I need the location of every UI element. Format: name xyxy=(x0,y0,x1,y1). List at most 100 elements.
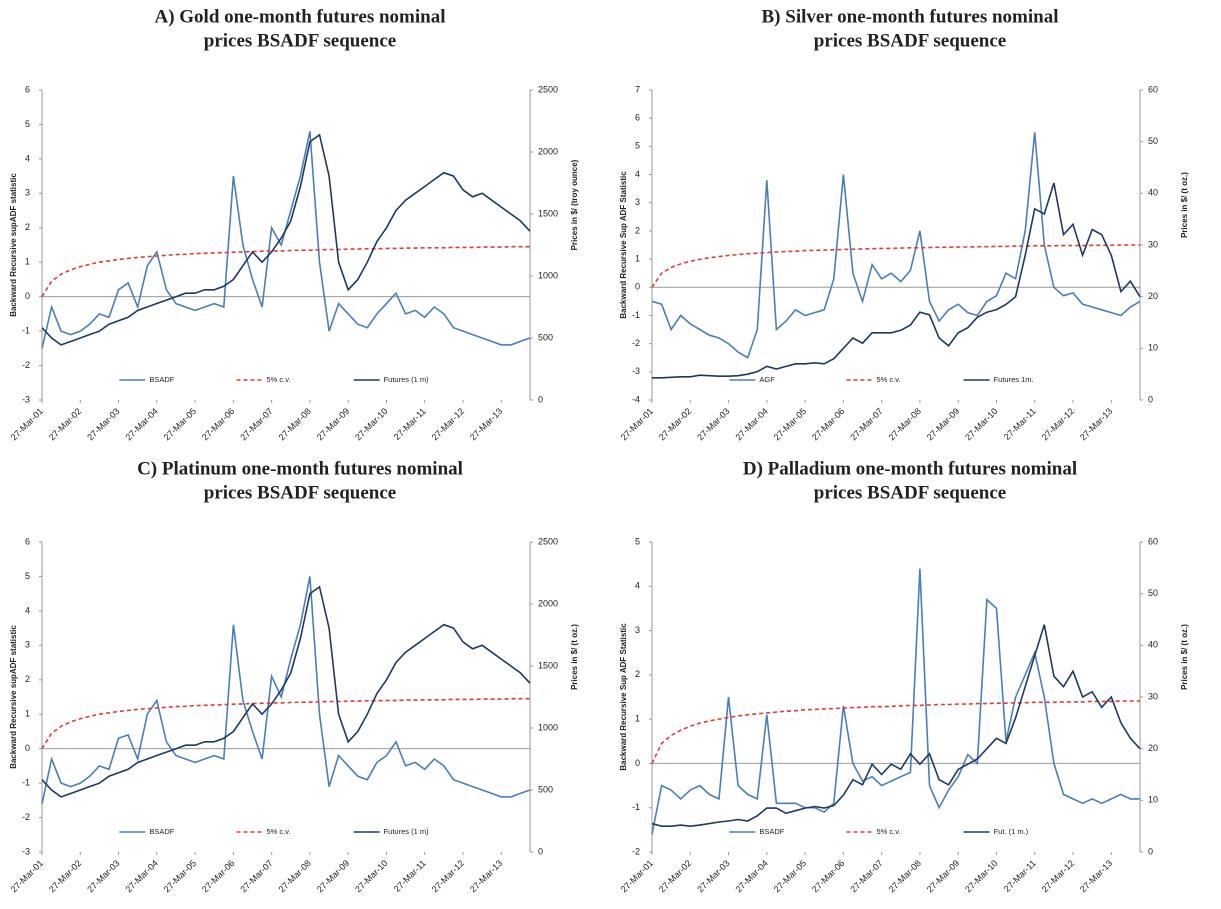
y2-tick-label: 2000 xyxy=(538,598,558,608)
y2-tick-label: 2500 xyxy=(538,84,558,94)
x-tick-label: 27-Mar-13 xyxy=(1078,858,1114,894)
x-tick-label: 27-Mar-03 xyxy=(695,858,731,894)
chart-title: prices BSADF sequence xyxy=(204,482,396,503)
series-line xyxy=(41,131,531,349)
y2-tick-label: 60 xyxy=(1148,536,1158,546)
y2-tick-label: 2500 xyxy=(538,536,558,546)
x-tick-label: 27-Mar-02 xyxy=(657,406,693,442)
y-tick-label: 6 xyxy=(25,536,30,546)
x-tick-label: 27-Mar-04 xyxy=(733,858,769,894)
x-tick-label: 27-Mar-11 xyxy=(392,858,428,894)
series-line xyxy=(41,245,530,298)
y-tick-label: 4 xyxy=(635,581,640,591)
legend-label: 5% c.v. xyxy=(876,827,900,836)
y-tick-label: -1 xyxy=(22,325,30,335)
legend-label: 5% c.v. xyxy=(876,375,900,384)
y2-tick-label: 0 xyxy=(1148,394,1153,404)
y2-tick-label: 40 xyxy=(1148,188,1158,198)
y-tick-label: 5 xyxy=(25,571,30,581)
y2-tick-label: 2000 xyxy=(538,146,558,156)
x-tick-label: 27-Mar-04 xyxy=(123,858,159,894)
x-tick-label: 27-Mar-07 xyxy=(848,858,884,894)
legend-label: 5% c.v. xyxy=(266,375,290,384)
x-tick-label: 27-Mar-13 xyxy=(1078,406,1114,442)
x-tick-label: 27-Mar-11 xyxy=(1002,858,1038,894)
y-axis-label: Backward Recursive Sup ADF Statistic xyxy=(619,171,628,319)
y-tick-label: 7 xyxy=(635,84,640,94)
y-tick-label: -3 xyxy=(632,366,640,376)
y-tick-label: -2 xyxy=(22,812,30,822)
x-tick-label: 27-Mar-08 xyxy=(887,406,923,442)
y-tick-label: 1 xyxy=(635,714,640,724)
y-tick-label: 5 xyxy=(635,141,640,151)
x-tick-label: 27-Mar-06 xyxy=(810,406,846,442)
y-tick-label: 4 xyxy=(25,605,30,615)
y-tick-label: 2 xyxy=(25,674,30,684)
y-tick-label: 2 xyxy=(25,222,30,232)
series-line xyxy=(41,576,531,804)
x-tick-label: 27-Mar-08 xyxy=(277,858,313,894)
x-tick-label: 27-Mar-04 xyxy=(733,406,769,442)
x-tick-label: 27-Mar-08 xyxy=(887,858,923,894)
x-tick-label: 27-Mar-06 xyxy=(810,858,846,894)
y-tick-label: 3 xyxy=(635,197,640,207)
y2-tick-label: 1500 xyxy=(538,208,558,218)
y-tick-label: 1 xyxy=(25,257,30,267)
y2-tick-label: 0 xyxy=(538,394,543,404)
x-tick-label: 27-Mar-11 xyxy=(392,406,428,442)
x-tick-label: 27-Mar-10 xyxy=(963,406,999,442)
y-tick-label: 5 xyxy=(25,119,30,129)
y-tick-label: 6 xyxy=(635,113,640,123)
x-tick-label: 27-Mar-03 xyxy=(695,406,731,442)
x-tick-label: 27-Mar-06 xyxy=(200,858,236,894)
x-tick-label: 27-Mar-05 xyxy=(772,406,808,442)
chart-title: prices BSADF sequence xyxy=(814,482,1006,503)
y2-axis-label: Prices in $/ (t oz.) xyxy=(1180,172,1189,238)
y2-tick-label: 40 xyxy=(1148,640,1158,650)
x-tick-label: 27-Mar-05 xyxy=(772,858,808,894)
y2-axis-label: Prices in $/ (troy ounce) xyxy=(570,159,579,250)
x-tick-label: 27-Mar-07 xyxy=(848,406,884,442)
y2-tick-label: 1000 xyxy=(538,270,558,280)
y2-tick-label: 30 xyxy=(1148,691,1158,701)
series-line xyxy=(652,182,1141,379)
legend-label: Fut. (1 m.) xyxy=(994,827,1029,836)
y2-tick-label: 1000 xyxy=(538,722,558,732)
series-line xyxy=(41,133,531,346)
chart-title: A) Gold one-month futures nominal xyxy=(154,6,445,27)
x-tick-label: 27-Mar-03 xyxy=(85,406,121,442)
series-line xyxy=(651,132,1141,359)
y-axis-label: Backward Recursive Sup ADF Statistic xyxy=(619,623,628,771)
y-tick-label: 6 xyxy=(25,84,30,94)
y2-tick-label: 20 xyxy=(1148,291,1158,301)
y-tick-label: 0 xyxy=(635,758,640,768)
y2-tick-label: 500 xyxy=(538,784,553,794)
series-line xyxy=(41,697,530,750)
y-tick-label: -1 xyxy=(632,802,640,812)
y-tick-label: 4 xyxy=(635,169,640,179)
chart-title: prices BSADF sequence xyxy=(814,30,1006,51)
y-axis-label: Backward Recursive supADF statistic xyxy=(9,173,18,317)
series-line xyxy=(651,624,1141,828)
y-tick-label: 1 xyxy=(25,709,30,719)
x-tick-label: 27-Mar-04 xyxy=(123,406,159,442)
series-line xyxy=(41,585,531,798)
legend-label: Futures (1 m) xyxy=(384,375,430,384)
y-tick-label: 5 xyxy=(635,536,640,546)
legend-label: BSADF xyxy=(759,827,784,836)
legend-label: BSADF xyxy=(149,827,174,836)
x-tick-label: 27-Mar-07 xyxy=(238,858,274,894)
x-tick-label: 27-Mar-02 xyxy=(47,406,83,442)
x-tick-label: 27-Mar-08 xyxy=(277,406,313,442)
y2-tick-label: 0 xyxy=(538,846,543,856)
x-tick-label: 27-Mar-12 xyxy=(430,406,466,442)
chart-title: prices BSADF sequence xyxy=(204,30,396,51)
y-tick-label: -3 xyxy=(22,394,30,404)
y-tick-label: 1 xyxy=(635,253,640,263)
chart-title: D) Palladium one-month futures nominal xyxy=(743,458,1077,479)
x-tick-label: 27-Mar-09 xyxy=(315,406,351,442)
x-tick-label: 27-Mar-12 xyxy=(430,858,466,894)
chart-title: C) Platinum one-month futures nominal xyxy=(137,458,463,479)
